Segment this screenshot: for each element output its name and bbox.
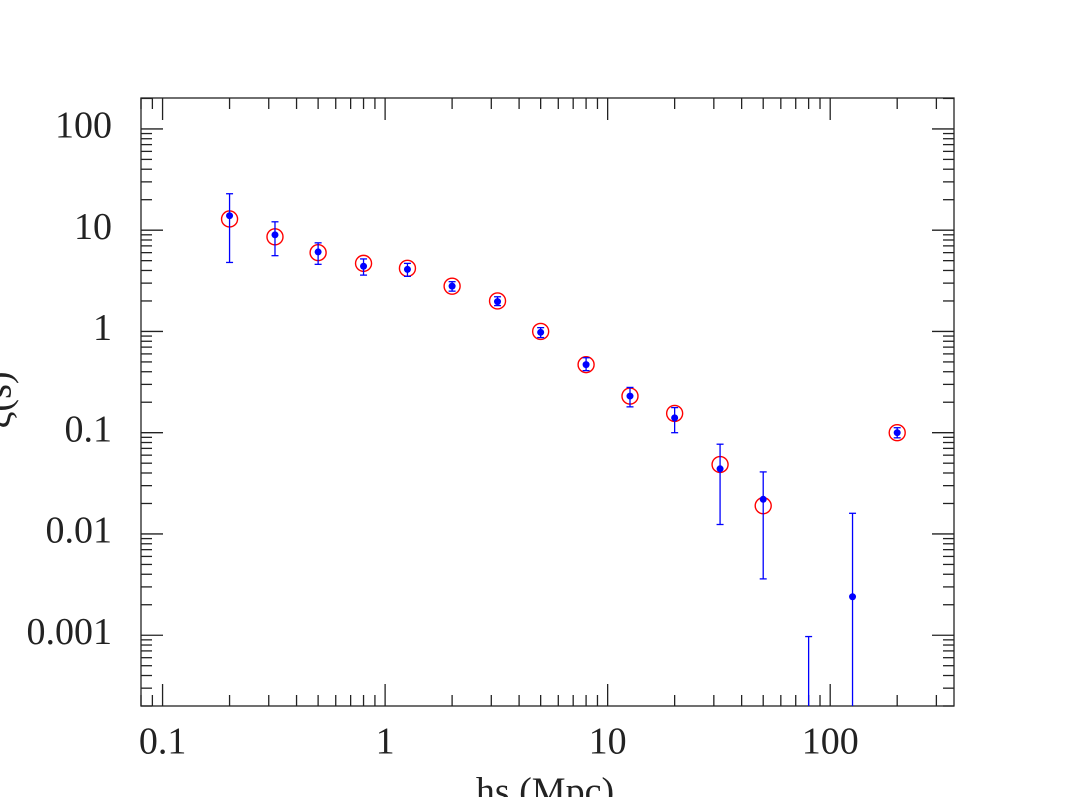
x-tick-label: 10: [589, 721, 627, 763]
point: [226, 212, 234, 220]
y-tick-label: 1: [93, 307, 112, 349]
point: [582, 361, 590, 369]
y-tick-label: 0.001: [27, 611, 113, 653]
y-tick-label: 0.01: [46, 510, 113, 552]
point: [577, 355, 595, 374]
point: [443, 277, 461, 295]
y-tick-label: 10: [74, 206, 112, 248]
plot-frame: [140, 97, 955, 707]
y-tick-label: 100: [55, 105, 112, 147]
point: [403, 265, 411, 273]
y-axis-label: ξ(s): [0, 371, 20, 428]
x-tick-label: 100: [802, 721, 859, 763]
point: [716, 465, 724, 473]
point: [537, 328, 545, 336]
point: [759, 495, 767, 503]
x-tick-label: 0.1: [139, 721, 187, 763]
point: [849, 593, 857, 601]
x-tick-label: 1: [376, 721, 395, 763]
ticks: 0.1 1 10 100 0.001 0.01 0.1 1 10 100: [27, 97, 954, 763]
point: [671, 414, 679, 422]
y-tick-label: 0.1: [65, 408, 113, 450]
x-axis-label: hs (Mpc): [476, 771, 614, 797]
point: [494, 298, 502, 306]
marks: [220, 193, 906, 706]
point: [626, 392, 634, 400]
point: [888, 424, 906, 442]
point: [271, 231, 279, 239]
point: [893, 429, 901, 437]
point: [488, 292, 507, 310]
point: [360, 262, 368, 270]
point: [314, 248, 322, 256]
point: [531, 322, 550, 341]
point: [448, 282, 456, 290]
